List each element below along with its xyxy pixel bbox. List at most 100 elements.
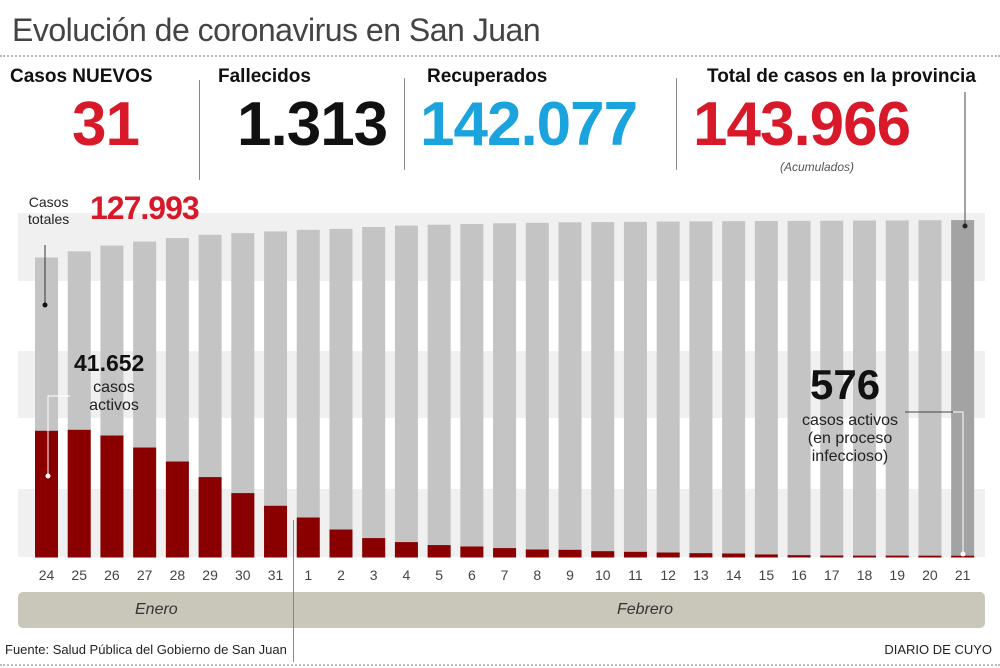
- start-active-caption: casos activos: [82, 379, 146, 415]
- active-cases-bar: [296, 517, 320, 558]
- x-tick-label: 16: [791, 567, 807, 583]
- total-cases-bar: [558, 222, 582, 558]
- start-active-value: 41.652: [74, 350, 145, 376]
- x-tick-label: 30: [235, 567, 251, 583]
- caption-line: casos: [93, 379, 135, 396]
- total-cases-bar: [394, 225, 418, 558]
- active-cases-bar: [918, 555, 942, 558]
- x-tick-label: 31: [267, 567, 284, 583]
- x-tick-label: 2: [337, 567, 345, 583]
- total-cases-bar: [820, 220, 844, 558]
- total-cases-caption: Casos totales: [28, 194, 69, 228]
- source-note: Fuente: Salud Pública del Gobierno de Sa…: [5, 642, 287, 657]
- total-cases-bar: [427, 224, 451, 558]
- total-cases-bar: [525, 222, 549, 558]
- total-cases-bar: [689, 221, 713, 558]
- x-tick-label: 6: [467, 567, 476, 583]
- total-cases-bar: [951, 220, 975, 558]
- total-cases-bar: [493, 223, 517, 558]
- month-bar: [18, 592, 985, 628]
- active-cases-bar: [525, 549, 549, 558]
- active-cases-bar: [427, 545, 451, 558]
- total-cases-bar: [623, 221, 647, 558]
- active-cases-bar: [165, 461, 189, 558]
- total-cases-bar: [918, 220, 942, 558]
- separator: [676, 78, 677, 170]
- x-tick-label: 1: [304, 567, 313, 583]
- active-cases-bar: [493, 548, 517, 558]
- x-tick-label: 4: [402, 567, 411, 583]
- active-cases-bar: [722, 553, 746, 558]
- x-tick-label: 13: [693, 567, 709, 583]
- x-tick-label: 10: [594, 567, 611, 583]
- deaths-value: 1.313: [237, 90, 388, 159]
- total-value: 143.966: [693, 90, 911, 159]
- total-cases-bar: [296, 229, 320, 558]
- caption-line: Casos: [28, 194, 69, 210]
- active-cases-bar: [264, 505, 288, 558]
- end-active-value: 576: [810, 361, 881, 408]
- x-tick-label: 18: [856, 567, 873, 583]
- divider-bottom: [0, 664, 1000, 666]
- active-cases-bar: [100, 435, 124, 558]
- start-total-value: 127.993: [90, 190, 200, 226]
- caption-line: infeccioso): [811, 448, 889, 465]
- caption-line: activos: [89, 397, 139, 414]
- total-cases-bar: [329, 228, 353, 558]
- leader-dot: [45, 473, 51, 479]
- active-cases-bar: [394, 542, 418, 558]
- active-cases-bar: [329, 529, 353, 558]
- leader-dot: [42, 302, 48, 308]
- x-tick-label: 26: [104, 567, 120, 583]
- active-cases-bar: [198, 477, 222, 558]
- active-cases-bar: [67, 429, 91, 558]
- divider-top: [0, 55, 1000, 57]
- total-cases-bar: [787, 220, 811, 558]
- x-tick-label: 17: [823, 567, 840, 583]
- brand-label: DIARIO DE CUYO: [884, 642, 992, 657]
- active-cases-bar: [820, 555, 844, 558]
- end-active-caption: casos activos (en proceso infeccioso): [790, 412, 910, 466]
- active-cases-bar: [623, 551, 647, 558]
- month-divider: [293, 520, 294, 662]
- month-label-febrero: Febrero: [617, 601, 674, 618]
- x-tick-label: 19: [889, 567, 905, 583]
- leader-dot: [960, 551, 966, 557]
- total-label: Total de casos en la provincia: [707, 66, 976, 87]
- active-cases-bar: [460, 546, 484, 558]
- x-tick-label: 21: [954, 567, 971, 583]
- x-tick-label: 5: [435, 567, 444, 583]
- deaths-label: Fallecidos: [218, 66, 311, 87]
- page-title: Evolución de coronavirus en San Juan: [12, 12, 541, 48]
- x-tick-label: 20: [922, 567, 938, 583]
- x-tick-label: 8: [533, 567, 542, 583]
- caption-line: (en proceso: [807, 430, 893, 447]
- x-tick-label: 11: [628, 567, 643, 583]
- new-cases-value: 31: [72, 90, 140, 159]
- active-cases-bar: [787, 555, 811, 558]
- total-cases-bar: [231, 233, 255, 558]
- total-cases-bar: [754, 221, 778, 558]
- month-label-enero: Enero: [135, 601, 178, 618]
- caption-line: casos activos: [801, 412, 899, 429]
- total-note: (Acumulados): [780, 160, 855, 174]
- x-tick-label: 27: [136, 567, 153, 583]
- x-tick-label: 3: [369, 567, 378, 583]
- recovered-label: Recuperados: [427, 66, 548, 87]
- active-cases-bar: [133, 447, 157, 558]
- x-tick-label: 25: [71, 567, 87, 583]
- active-cases-bar: [951, 555, 975, 558]
- total-cases-bar: [264, 231, 288, 558]
- leader-line: [47, 395, 70, 476]
- separator: [404, 78, 405, 170]
- total-cases-bar: [591, 222, 615, 558]
- recovered-value: 142.077: [420, 90, 638, 159]
- new-cases-label: Casos NUEVOS: [10, 66, 153, 87]
- active-cases-bar: [885, 555, 909, 558]
- active-cases-bar: [754, 554, 778, 558]
- total-cases-bar: [885, 220, 909, 558]
- active-cases-bar: [231, 493, 255, 558]
- active-cases-bar: [656, 552, 680, 558]
